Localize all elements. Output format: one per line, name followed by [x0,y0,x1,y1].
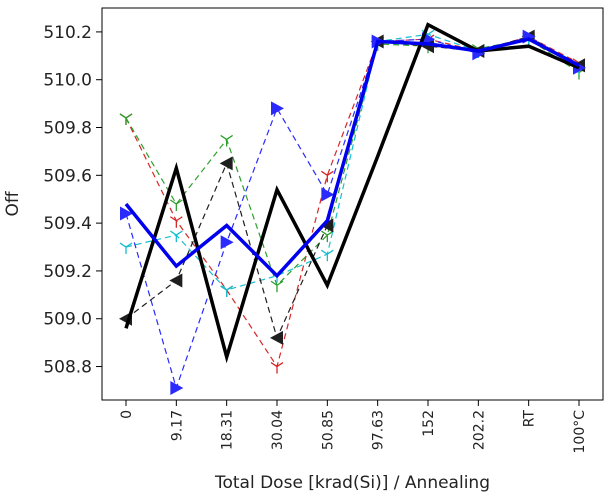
series-1-point-1 [169,199,183,211]
x-tick-label-2: 18.31 [220,410,236,450]
series-layer [119,22,586,396]
y-tick-label-1: 509.0 [43,310,92,330]
x-tick-label-6: 152 [421,410,437,437]
x-tick-label-8: RT [522,410,538,428]
y-tick-label-4: 509.6 [43,166,92,186]
series-4-point-4 [321,187,335,202]
series-3-point-2 [219,156,233,171]
series-5 [124,22,580,364]
y-tick-label-5: 509.8 [43,119,92,139]
series-2-point-2 [220,285,234,298]
series-4-point-0 [120,206,133,221]
y-tick-label-0: 508.8 [43,358,92,378]
series-1-point-3 [270,280,284,293]
y-tick-label-2: 509.2 [43,262,92,282]
series-4-line [125,36,580,390]
x-tick-label-3: 30.04 [270,410,286,450]
series-4-point-2 [220,235,234,250]
series-0-line [125,36,580,368]
series-0-point-3 [270,361,284,374]
series-1-point-0 [119,113,133,125]
x-tick-label-5: 97.63 [371,410,387,450]
x-tick-label-9: 100°C [572,410,588,454]
series-0-point-4 [320,170,334,183]
x-axis-label: Total Dose [krad(Si)] / Annealing [214,473,490,493]
y-axis-label: Off [3,190,23,216]
y-tick-label-7: 510.2 [43,23,92,43]
series-5-line [124,22,580,364]
series-3-point-4 [320,218,334,233]
x-tick-label-7: 202.2 [471,410,487,450]
x-tick-label-4: 50.85 [320,410,336,450]
y-tick-label-3: 509.4 [43,214,92,234]
series-2-point-4 [320,249,334,262]
series-3-point-3 [270,330,283,345]
series-3-point-1 [169,273,183,288]
series-3-line [125,36,580,340]
series-4-point-1 [170,381,184,396]
axes-layer: 508.8 509.0 509.2 509.4 509.6 509.8 510.0 510.2… [43,7,604,454]
series-0-point-1 [169,216,183,228]
series-1-point-2 [220,134,234,147]
series-2-point-0 [119,242,133,255]
series-1-line [125,38,580,287]
y-tick-label-6: 510.0 [43,71,92,91]
series-6-line [124,37,580,279]
x-tick-label-1: 9.17 [169,410,185,441]
series-6 [124,37,580,279]
series-2-point-1 [169,230,183,243]
x-tick-label-0: 0 [119,410,135,419]
series-0 [119,32,586,374]
series-4-point-3 [271,101,284,116]
plot-frame [101,7,604,401]
